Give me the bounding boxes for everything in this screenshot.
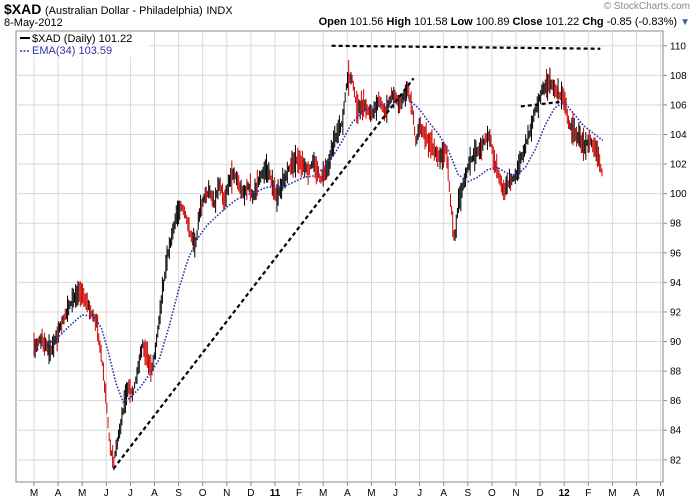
x-tick-label: F: [585, 488, 591, 499]
x-axis: M A M J J A S O N D 11 F M A M J J A S O N D 12 F M A M: [30, 482, 665, 499]
y-tick-label: 88: [670, 367, 682, 378]
dashed-trendline: [331, 44, 601, 50]
trendlines: [112, 44, 601, 470]
x-tick-label: D: [536, 488, 543, 499]
y-tick-label: 86: [670, 396, 682, 407]
legend-price: $XAD (Daily) 101.22: [32, 33, 132, 45]
x-tick-label: J: [128, 488, 133, 499]
symbol: $XAD: [4, 1, 42, 17]
chg-label: Chg: [582, 16, 604, 28]
instrument-name: (Australian Dollar - Philadelphia): [44, 5, 203, 17]
x-tick-label: M: [30, 488, 38, 499]
x-tick-label: A: [55, 488, 62, 499]
y-tick-label: 92: [670, 307, 682, 318]
price-bars: [33, 60, 603, 471]
x-tick-label: S: [464, 488, 471, 499]
y-tick-label: 110: [670, 41, 686, 52]
dashed-trendline: [112, 77, 415, 470]
y-tick-label: 82: [670, 455, 682, 466]
y-tick-label: 102: [670, 160, 687, 171]
chart-title: $XAD (Australian Dollar - Philadelphia) …: [4, 1, 233, 17]
x-tick-label: O: [199, 488, 207, 499]
x-tick-label: A: [151, 488, 158, 499]
x-tick-label: M: [608, 488, 616, 499]
y-tick-label: 96: [670, 248, 682, 259]
x-tick-label: 12: [559, 488, 571, 499]
x-tick-label: 11: [270, 488, 281, 499]
x-tick-label: M: [367, 488, 375, 499]
y-tick-label: 90: [670, 337, 682, 348]
x-tick-label: A: [440, 488, 447, 499]
x-tick-label: A: [344, 488, 351, 499]
y-tick-label: 108: [670, 71, 687, 82]
x-tick-label: N: [512, 488, 519, 499]
x-tick-label: A: [633, 488, 640, 499]
x-tick-label: M: [78, 488, 86, 499]
y-tick-label: 94: [670, 278, 682, 289]
open-label: Open: [318, 16, 347, 28]
x-tick-label: J: [417, 488, 422, 499]
exchange: INDX: [206, 5, 233, 17]
chg-value: -0.85 (-0.83%): [606, 16, 678, 28]
x-tick-label: M: [656, 488, 664, 499]
legend-box: [18, 33, 150, 57]
low-value: 100.89: [475, 16, 510, 28]
low-label: Low: [450, 16, 473, 28]
y-axis: 82 84 86 88 90 92 94 96 98 100 102 104 106 108 110: [663, 41, 687, 466]
high-label: High: [386, 16, 411, 28]
open-value: 101.56: [349, 16, 384, 28]
y-tick-label: 84: [670, 426, 682, 437]
ohlc-readout: Open 101.56 High 101.58 Low 100.89 Close…: [319, 16, 690, 28]
legend-ema: EMA(34) 103.59: [32, 45, 112, 57]
ema-line: [33, 99, 604, 404]
high-value: 101.58: [414, 16, 448, 28]
x-tick-label: S: [175, 488, 182, 499]
ema-series: [33, 99, 604, 404]
y-tick-label: 106: [670, 100, 687, 111]
x-tick-label: M: [319, 488, 327, 499]
y-tick-label: 104: [670, 130, 687, 141]
x-tick-label: F: [296, 488, 302, 499]
close-value: 101.22: [545, 16, 580, 28]
chart-date: 8-May-2012: [4, 17, 63, 29]
copyright: © StockCharts.com: [603, 1, 690, 12]
x-tick-label: O: [488, 488, 496, 499]
y-tick-label: 100: [670, 189, 687, 200]
close-label: Close: [512, 16, 543, 28]
x-tick-label: J: [104, 488, 109, 499]
x-tick-label: D: [247, 488, 254, 499]
y-tick-label: 98: [670, 219, 682, 230]
x-tick-label: N: [223, 488, 230, 499]
x-tick-label: J: [393, 488, 398, 499]
legend: $XAD (Daily) 101.22 EMA(34) 103.59: [18, 33, 150, 57]
chevron-down-icon[interactable]: ▼: [680, 17, 690, 28]
